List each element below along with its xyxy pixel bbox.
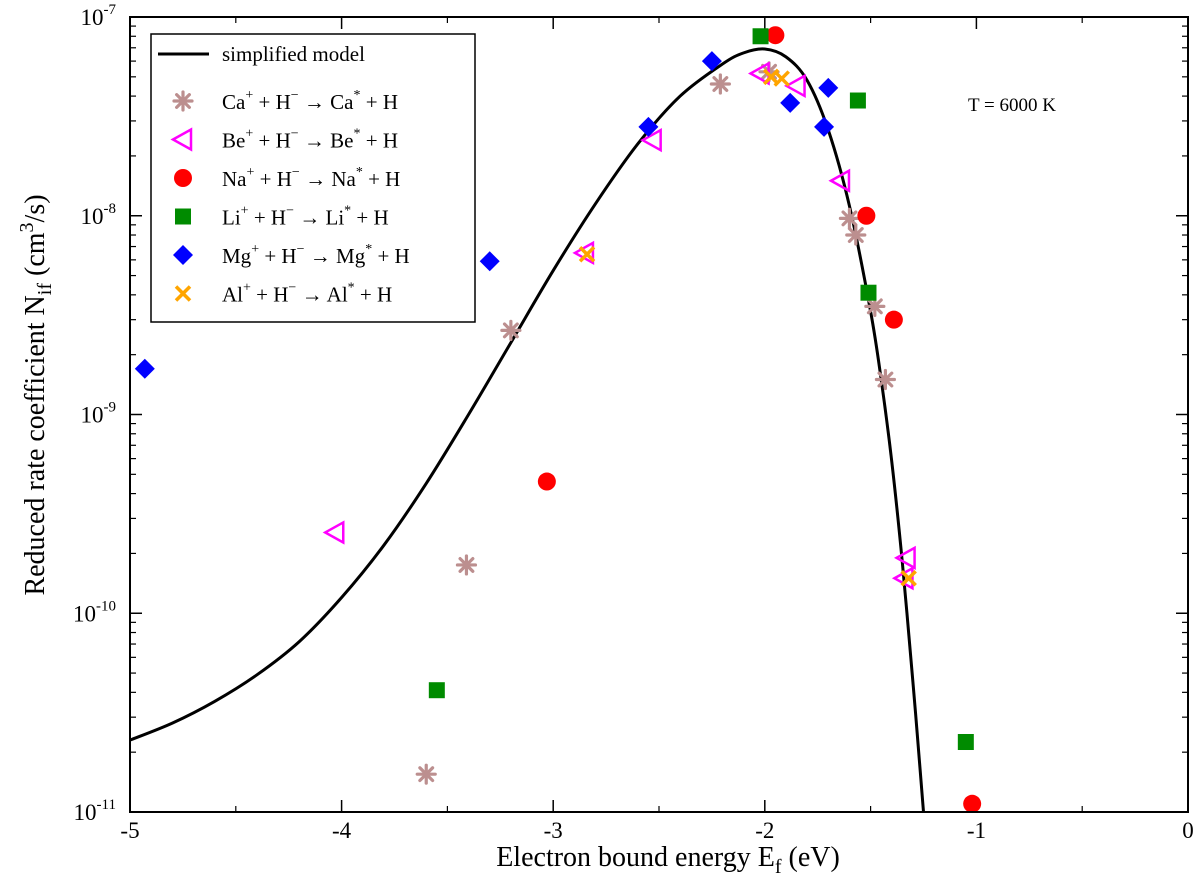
legend-label-mg: Mg+ + H− → Mg* + H (222, 242, 410, 268)
data-point-na (857, 206, 876, 225)
x-tick-label: -4 (332, 818, 352, 843)
data-point-mg (638, 116, 659, 137)
data-point-ca (838, 207, 861, 229)
data-point-na (766, 26, 785, 45)
legend-label-ca: Ca+ + H− → Ca* + H (222, 88, 398, 114)
data-point-na (963, 794, 982, 812)
x-tick-label: -2 (755, 818, 774, 843)
data-point-mg (479, 251, 500, 272)
annotation-temperature: T = 6000 K (968, 95, 1056, 116)
x-tick-label: 0 (1182, 818, 1194, 843)
data-point-ca (415, 763, 437, 785)
data-point-al (900, 570, 917, 587)
data-point-li (957, 734, 974, 751)
model-curve (130, 47, 925, 812)
data-point-mg (818, 77, 839, 98)
legend-marker-al (174, 285, 192, 302)
y-tick-label: 10-10 (73, 598, 116, 626)
x-tick-label: -3 (544, 818, 563, 843)
data-point-ca (709, 73, 731, 95)
data-point-mg (134, 358, 155, 379)
data-point-ca (845, 224, 867, 246)
plot-frame (129, 16, 1189, 813)
legend-label-na: Na+ + H− → Na* + H (222, 165, 400, 191)
data-point-li (860, 284, 877, 301)
legend-label-be: Be+ + H− → Be* + H (222, 127, 398, 153)
legend-model-label: simplified model (222, 42, 365, 66)
data-point-ca (500, 319, 522, 341)
legend-marker-li (175, 208, 191, 225)
data-point-li (849, 92, 866, 109)
y-tick-label: 10-8 (81, 201, 117, 229)
data-point-al (578, 246, 596, 263)
data-point-be (828, 168, 851, 193)
legend-marker-na (174, 169, 192, 187)
data-point-be (322, 520, 345, 545)
x-tick-label: -1 (967, 818, 986, 843)
data-point-ca (874, 368, 897, 391)
data-point-li (752, 28, 769, 45)
y-tick-label: 10-11 (74, 797, 116, 825)
data-point-mg (701, 51, 722, 72)
legend-marker-mg (173, 245, 193, 265)
data-point-ca (864, 295, 886, 317)
model-curve-layer (130, 47, 925, 812)
data-point-na (884, 310, 903, 329)
data-point-na (537, 472, 556, 491)
legend-box (150, 33, 476, 323)
legend-label-al: Al+ + H− → Al* + H (222, 281, 392, 307)
data-point-be (893, 545, 916, 570)
data-point-li (428, 682, 445, 699)
data-point-be (640, 128, 662, 153)
y-tick-label: 10-7 (81, 2, 117, 30)
y-tick-label: 10-9 (81, 400, 117, 428)
data-point-mg (814, 116, 835, 137)
data-point-al (773, 70, 790, 87)
data-point-be (783, 73, 806, 99)
y-axis-title: Reduced rate coefficient Nif (cm3/s) (16, 194, 56, 595)
x-axis-title: Electron bound energy Ef (eV) (496, 842, 840, 878)
legend-marker-ca (172, 90, 194, 112)
tick-labels: -5 -4 -3 -2 -1 0 10-11 10-10 10-9 10-8 10-7 (73, 2, 1194, 843)
data-point-mg (780, 92, 801, 113)
data-point-ca (455, 554, 478, 576)
x-tick-label: -5 (120, 818, 139, 843)
legend-label-li: Li+ + H− → Li* + H (222, 204, 389, 230)
legend-marker-be (170, 127, 193, 152)
legend: simplified model Ca+ + H− → Ca* + H Be+ + … (150, 33, 476, 323)
data-points-layer (134, 26, 982, 812)
